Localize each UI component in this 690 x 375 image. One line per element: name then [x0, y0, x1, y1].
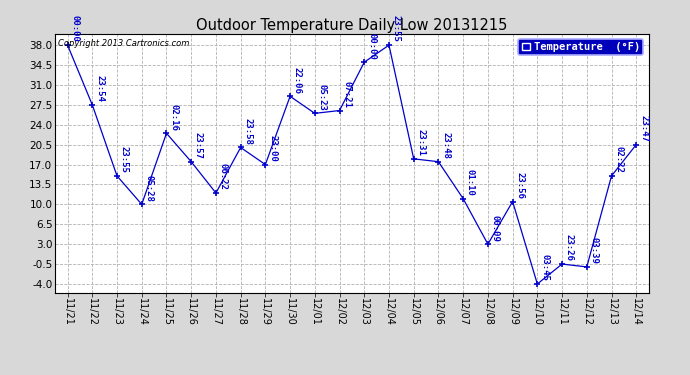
- Text: 23:00: 23:00: [268, 135, 277, 162]
- Text: 22:06: 22:06: [293, 67, 302, 93]
- Text: 23:31: 23:31: [417, 129, 426, 156]
- Text: 23:26: 23:26: [565, 234, 574, 261]
- Text: 03:39: 03:39: [589, 237, 598, 264]
- Text: 23:54: 23:54: [95, 75, 104, 102]
- Text: 01:10: 01:10: [466, 169, 475, 196]
- Text: 02:16: 02:16: [169, 104, 178, 130]
- Text: 00:00: 00:00: [70, 15, 79, 42]
- Text: 00:00: 00:00: [367, 33, 376, 59]
- Text: 00:09: 00:09: [491, 214, 500, 242]
- Text: 23:58: 23:58: [244, 118, 253, 145]
- Text: 23:48: 23:48: [441, 132, 450, 159]
- Title: Outdoor Temperature Daily Low 20131215: Outdoor Temperature Daily Low 20131215: [196, 18, 508, 33]
- Text: 23:55: 23:55: [120, 146, 129, 173]
- Text: 23:55: 23:55: [392, 15, 401, 42]
- Text: 03:45: 03:45: [540, 254, 549, 281]
- Text: 05:23: 05:23: [317, 84, 326, 111]
- Text: 23:57: 23:57: [194, 132, 203, 159]
- Legend: Temperature  (°F): Temperature (°F): [518, 39, 643, 55]
- Text: 06:22: 06:22: [219, 164, 228, 190]
- Text: 23:56: 23:56: [515, 172, 524, 199]
- Text: 02:22: 02:22: [614, 146, 623, 173]
- Text: 23:47: 23:47: [639, 115, 648, 142]
- Text: 05:28: 05:28: [144, 175, 153, 202]
- Text: 07:21: 07:21: [342, 81, 351, 108]
- Text: Copyright 2013 Cartronics.com: Copyright 2013 Cartronics.com: [58, 39, 190, 48]
